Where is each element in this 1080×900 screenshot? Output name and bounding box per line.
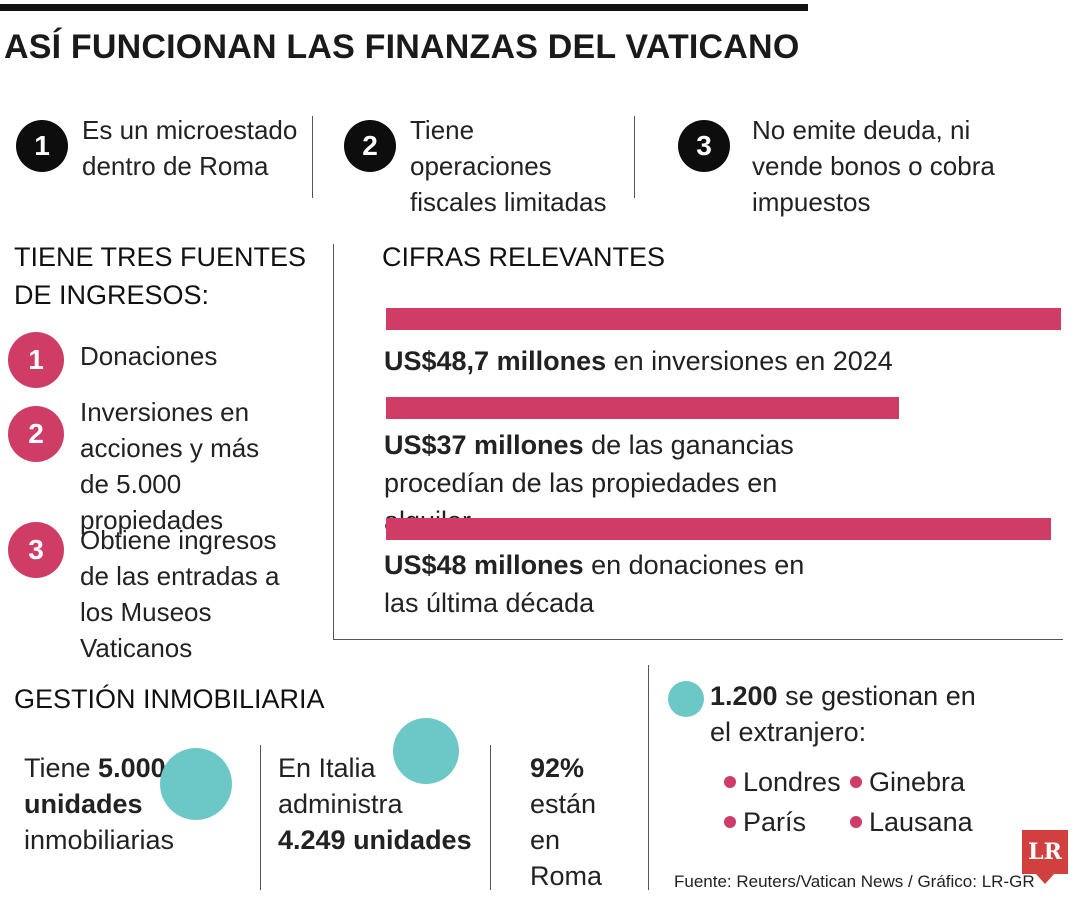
city-bullet-1: [724, 776, 736, 788]
fact-1-badge: 1: [16, 120, 68, 172]
lr-logo-box: LR: [1022, 830, 1068, 874]
source-1-badge: 1: [8, 332, 64, 388]
sources-title: TIENE TRES FUENTES DE INGRESOS:: [14, 238, 306, 314]
units-italy-pre: En Italia administra: [278, 753, 403, 819]
city-london: Londres: [743, 767, 841, 797]
rome-share-post: están en Roma: [530, 789, 603, 891]
fact-2-text: Tiene operaciones fiscales limitadas: [410, 115, 607, 217]
fact-1-text: Es un microestado dentro de Roma: [82, 115, 298, 181]
rome-share-text: 92% están en Roma: [530, 750, 630, 894]
city-lausanne: Lausana: [869, 807, 973, 837]
fact-3-badge: 3: [678, 120, 730, 172]
units-total-text: Tiene 5.000 unidades inmobiliarias: [24, 750, 174, 858]
city-geneva: Ginebra: [869, 767, 966, 797]
teal-circle-large: [160, 748, 232, 820]
teal-circle-medium: [393, 718, 459, 784]
units-italy-value: 4.249 unidades: [278, 825, 472, 855]
figure-bar-3: [386, 518, 1051, 540]
fact-3-text: No emite deuda, ni vende bonos o cobra i…: [752, 115, 995, 217]
abroad-post: se gestionan en el extranjero:: [710, 681, 976, 747]
source-1-text: Donaciones: [80, 341, 218, 371]
city-bullet-2: [850, 776, 862, 788]
city-bullet-4: [850, 816, 862, 828]
figure-3-amount: US$48 millones: [384, 550, 584, 580]
units-italy-text: En Italia administra 4.249 unidades: [278, 750, 473, 858]
sources-title-line2: DE INGRESOS:: [14, 280, 210, 310]
chart-title: CIFRAS RELEVANTES: [382, 242, 666, 272]
source-footer: Fuente: Reuters/Vatican News / Gráfico: …: [674, 872, 1035, 891]
figure-1-desc: en inversiones en 2024: [606, 346, 893, 376]
lr-logo-tail: [1036, 874, 1054, 884]
units-total-value: 5.000 unidades: [24, 753, 166, 819]
source-2-badge: 2: [8, 406, 64, 462]
teal-circle-small: [668, 681, 704, 717]
page-title: ASÍ FUNCIONAN LAS FINANZAS DEL VATICANO: [4, 28, 800, 66]
realestate-divider-3: [648, 665, 649, 890]
real-estate-title: GESTIÓN INMOBILIARIA: [14, 684, 325, 714]
figure-2-amount: US$37 millones: [384, 430, 584, 460]
sources-title-line1: TIENE TRES FUENTES: [14, 242, 307, 272]
city-paris: París: [743, 807, 807, 837]
source-2-text: Inversiones en acciones y más de 5.000 p…: [80, 397, 260, 535]
city-bullet-3: [724, 816, 736, 828]
chart-frame-left: [333, 244, 334, 640]
abroad-value: 1.200: [710, 681, 778, 711]
figure-label-2: US$37 millones de las ganancias procedía…: [384, 426, 824, 540]
rome-share-value: 92%: [530, 753, 585, 783]
units-total-pre: Tiene: [24, 753, 99, 783]
units-total-post: inmobiliarias: [24, 825, 175, 855]
realestate-divider-1: [260, 745, 261, 890]
figure-label-1: US$48,7 millones en inversiones en 2024: [384, 342, 1044, 380]
fact-2-badge: 2: [344, 120, 396, 172]
fact-divider-1: [312, 116, 313, 198]
figure-3-desc: en donaciones en las última década: [384, 550, 805, 618]
source-3-text: Obtiene ingresos de las entradas a los M…: [80, 525, 280, 663]
top-rule: [0, 4, 808, 11]
chart-frame-bottom: [333, 639, 1063, 640]
lr-logo: LR: [1022, 830, 1068, 886]
source-3-badge: 3: [8, 522, 64, 578]
figure-1-amount: US$48,7 millones: [384, 346, 607, 376]
abroad-text: 1.200 se gestionan en el extranjero:: [710, 678, 990, 750]
fact-divider-2: [634, 116, 635, 198]
figure-label-3: US$48 millones en donaciones en las últi…: [384, 546, 824, 622]
figure-2-desc: de las ganancias procedían de las propie…: [384, 430, 794, 536]
figure-bar-2: [386, 397, 899, 419]
figure-bar-1: [386, 308, 1061, 330]
realestate-divider-2: [490, 745, 491, 890]
